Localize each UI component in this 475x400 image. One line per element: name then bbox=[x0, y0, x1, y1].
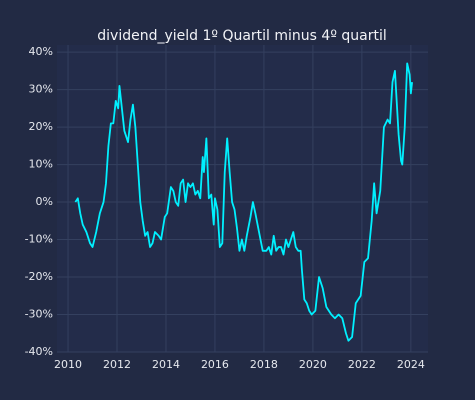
y-tick-label: -40% bbox=[25, 345, 53, 358]
y-tick-label: 10% bbox=[29, 158, 53, 171]
y-tick-label: -30% bbox=[25, 308, 53, 321]
y-tick-label: 20% bbox=[29, 120, 53, 133]
y-tick-label: 30% bbox=[29, 83, 53, 96]
x-tick-label: 2012 bbox=[103, 358, 131, 371]
x-tick-label: 2022 bbox=[348, 358, 376, 371]
x-tick-label: 2010 bbox=[54, 358, 82, 371]
x-tick-label: 2018 bbox=[250, 358, 278, 371]
x-tick-label: 2020 bbox=[299, 358, 327, 371]
x-tick-label: 2014 bbox=[152, 358, 180, 371]
x-tick-label: 2024 bbox=[397, 358, 425, 371]
data-line bbox=[74, 62, 413, 342]
x-tick-label: 2016 bbox=[201, 358, 229, 371]
y-tick-label: 0% bbox=[36, 195, 53, 208]
chart-title: dividend_yield 1º Quartil minus 4º quart… bbox=[97, 28, 386, 44]
y-tick-label: -20% bbox=[25, 270, 53, 283]
y-tick-label: -10% bbox=[25, 233, 53, 246]
y-tick-label: 40% bbox=[29, 45, 53, 58]
